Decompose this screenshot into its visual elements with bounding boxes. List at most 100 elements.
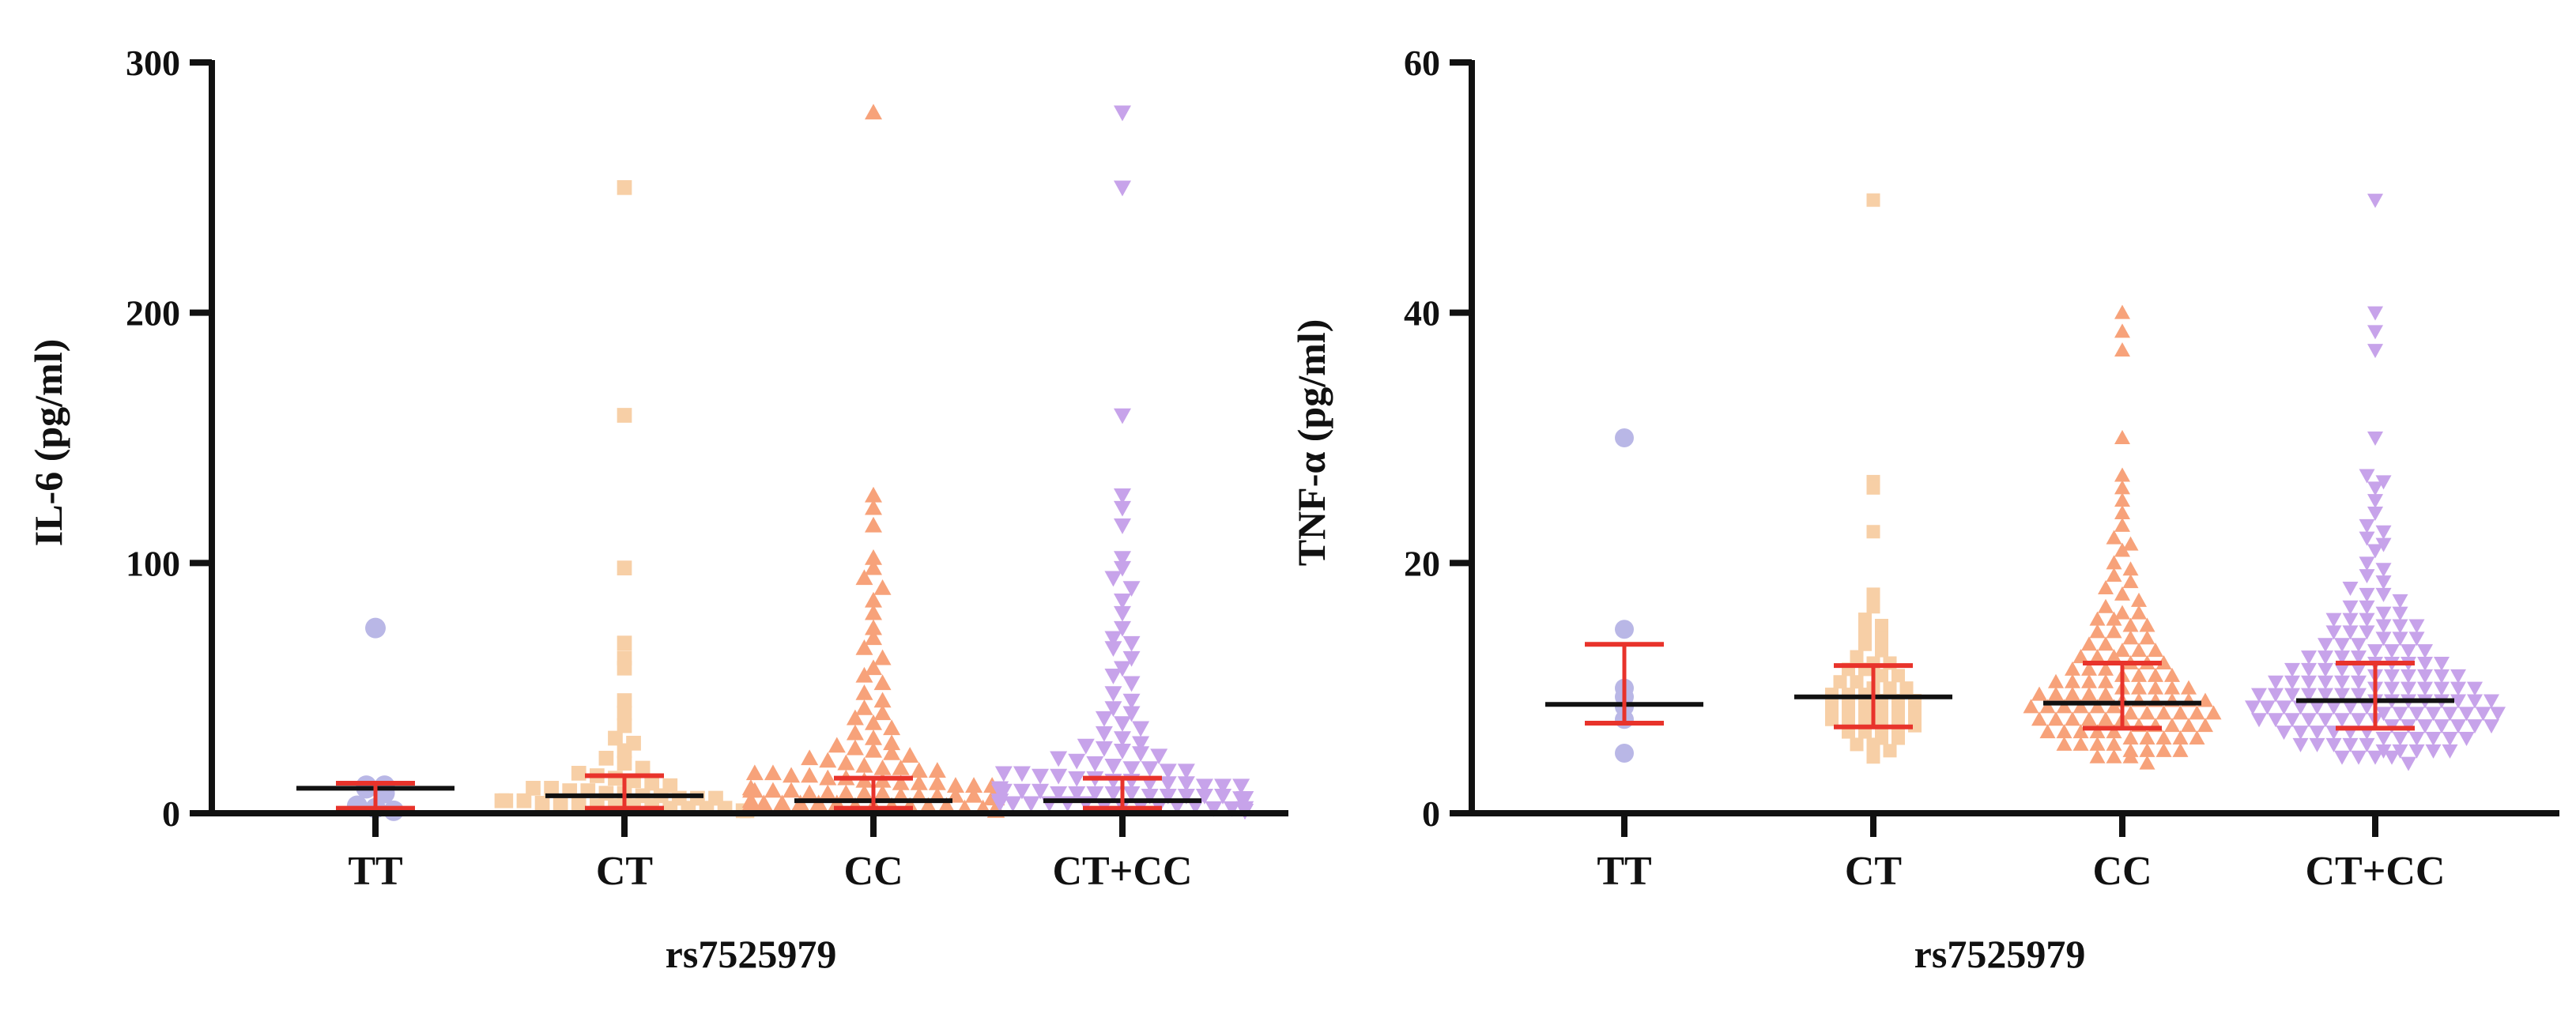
tnf-point-ct-cc: [2384, 669, 2400, 684]
tnf-point-cc: [2114, 480, 2130, 495]
il6-point-ct: [608, 730, 623, 746]
il6-point-ct-cc: [1114, 560, 1131, 577]
tnf-point-cc: [2098, 711, 2114, 726]
il6-point-cc: [855, 639, 873, 655]
il6-point-ct: [498, 793, 514, 809]
tnf-point-ct-cc: [2334, 638, 2350, 653]
il6-point-ct: [617, 693, 632, 708]
il6-point-ct-cc: [1114, 488, 1131, 504]
tnf-point-cc: [2155, 742, 2172, 757]
il6-point-cc: [873, 579, 892, 595]
tnf-category-label: TT: [1597, 849, 1651, 894]
il6-point-cc: [910, 762, 928, 778]
tnf-point-ct-cc: [2442, 732, 2458, 746]
il6-point-ct-cc: [1104, 701, 1122, 717]
il6-y-ticks: 0 100 200 300: [126, 43, 212, 834]
tnf-point-cc: [2072, 736, 2089, 751]
tnf-point-cc: [2131, 605, 2147, 620]
il6-point-ct-cc: [1104, 759, 1122, 775]
tnf-point-ct-cc: [2367, 325, 2383, 340]
il6-point-ct-cc: [1114, 551, 1131, 567]
tnf-point-ct: [1858, 712, 1872, 726]
tnf-point-cc: [2139, 730, 2155, 744]
il6-point-cc: [865, 486, 882, 503]
tnf-point-cc: [2031, 686, 2047, 701]
tnf-point-cc: [2081, 711, 2097, 726]
il6-point-cc: [801, 767, 819, 783]
il6-point-ct: [544, 780, 559, 796]
il6-point-cc: [745, 764, 764, 781]
tnf-point-ct-cc: [2434, 669, 2450, 684]
tnf-point-cc: [2139, 742, 2155, 757]
il6-point-cc: [846, 724, 864, 741]
il6-point-ct-cc: [1122, 650, 1141, 667]
tnf-point-ct-cc: [2268, 675, 2284, 690]
tnf-point-ct-cc: [2284, 675, 2300, 690]
il6-point-ct-cc: [1205, 801, 1223, 817]
il6-point-ct: [617, 660, 632, 676]
tnf-point-ct-cc: [2408, 732, 2425, 746]
tnf-summary-bars: [1545, 642, 2454, 731]
il6-point-ct-cc: [1104, 631, 1122, 647]
tnf-y-tick-label: 40: [1404, 293, 1440, 334]
tnf-point-ct-cc: [2334, 713, 2350, 728]
tnf-point-ct-cc: [2417, 644, 2433, 659]
tnf-point-ct-cc: [2309, 737, 2325, 752]
tnf-point-ct-cc: [2351, 675, 2367, 690]
tnf-point-ct-cc: [2276, 726, 2292, 741]
tnf-point-cc: [2098, 661, 2114, 676]
tnf-point-ct: [1866, 525, 1880, 539]
il6-point-ct-cc: [1122, 581, 1141, 597]
il6-category-label: CT+CC: [1053, 849, 1193, 894]
il6-point-ct-cc: [1159, 776, 1177, 792]
tnf-point-cc: [2139, 705, 2155, 720]
il6-point-cc: [855, 784, 873, 801]
tnf-point-cc: [2098, 580, 2114, 594]
tnf-point-cc: [2205, 705, 2222, 720]
il6-point-ct-cc: [1114, 731, 1131, 747]
tnf-point-ct-cc: [2284, 688, 2300, 703]
tnf-point-ct: [1883, 681, 1897, 695]
tnf-point-cc: [2106, 736, 2122, 751]
tnf-point-ct-cc: [2359, 531, 2375, 546]
il6-point-cc: [928, 775, 946, 790]
il6-x-axis-title: rs7525979: [666, 932, 837, 976]
tnf-point-ct-cc: [2367, 344, 2383, 359]
tnf-point-ct-cc: [2251, 688, 2267, 703]
tnf-point-ct-cc: [2309, 700, 2325, 715]
il6-point-cc: [846, 709, 864, 726]
tnf-point-ct: [1858, 637, 1872, 651]
tnf-point-cc: [2048, 711, 2064, 726]
tnf-point-cc: [2131, 643, 2147, 658]
tnf-point-cc: [2114, 467, 2130, 482]
il6-category-label: CT: [596, 849, 653, 894]
tnf-point-cc: [2114, 605, 2130, 620]
tnf-point-ct-cc: [2450, 669, 2466, 684]
tnf-point-ct-cc: [2367, 306, 2383, 321]
tnf-point-cc: [2048, 673, 2064, 688]
il6-point-cc: [865, 729, 882, 745]
tnf-point-ct-cc: [2375, 563, 2392, 578]
tnf-point-cc: [2039, 724, 2056, 739]
tnf-point-cc: [2172, 730, 2189, 744]
tnf-point-ct-cc: [2375, 537, 2392, 552]
tnf-point-ct-cc: [2325, 737, 2342, 752]
tnf-point-ct-cc: [2334, 662, 2350, 677]
il6-point-ct-cc: [994, 783, 1013, 800]
tnf-point-ct: [1842, 699, 1855, 714]
tnf-point-ct: [1908, 706, 1922, 720]
tnf-point-ct-cc: [2467, 719, 2483, 734]
il6-point-ct: [617, 756, 632, 771]
il6-point-ct: [553, 795, 568, 811]
tnf-point-cc: [2081, 686, 2097, 701]
tnf-point-cc: [2131, 680, 2147, 695]
tnf-point-ct-cc: [2392, 606, 2408, 621]
tnf-data-points: [1615, 193, 2506, 771]
il6-point-cc: [883, 744, 901, 760]
tnf-point-ct: [1866, 737, 1880, 752]
il6-point-ct-cc: [1050, 768, 1068, 785]
tnf-point-ct-cc: [2334, 688, 2350, 703]
il6-point-cc: [928, 762, 946, 778]
il6-y-tick-label: 0: [162, 793, 180, 834]
tnf-point-cc: [2114, 542, 2130, 557]
